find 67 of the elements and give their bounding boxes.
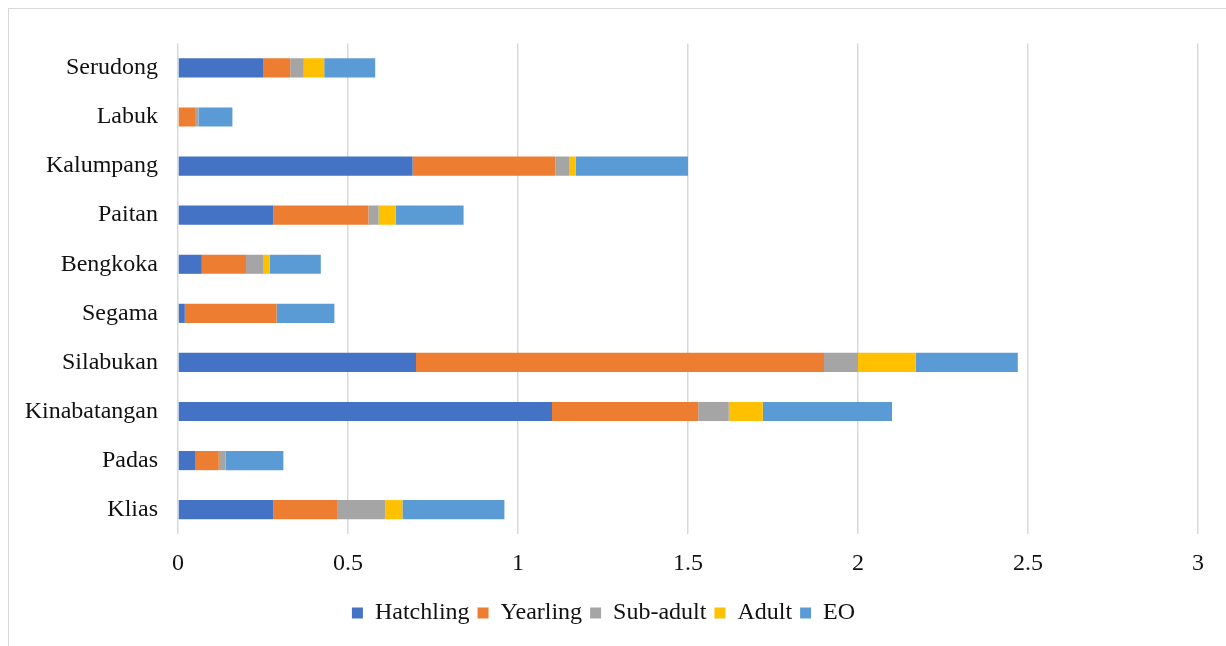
bar — [395, 205, 464, 225]
x-tick-label: 1.5 — [673, 548, 703, 575]
legend-label: Hatchling — [374, 598, 470, 625]
legend-label: Yearling — [500, 598, 583, 625]
x-tick-label: 2.5 — [1013, 548, 1043, 575]
bar — [273, 500, 338, 520]
bar — [555, 156, 569, 176]
bar — [276, 303, 335, 323]
bar — [201, 254, 246, 274]
bar — [698, 401, 729, 422]
bar — [178, 58, 263, 78]
bar — [368, 205, 379, 225]
bar — [552, 401, 699, 422]
bar — [385, 500, 403, 520]
bar — [178, 205, 274, 225]
y-tick-label: Paitan — [98, 200, 158, 227]
x-tick-label: 3 — [1192, 548, 1204, 575]
bar — [263, 254, 270, 274]
bar — [569, 156, 576, 176]
bar — [915, 352, 1018, 372]
bar — [273, 205, 369, 225]
y-tick-label: Silabukan — [62, 347, 158, 374]
bar — [178, 156, 413, 176]
y-tick-label: Padas — [102, 445, 158, 472]
bar — [178, 107, 195, 127]
bar — [303, 58, 325, 78]
x-tick-label: 0.5 — [333, 548, 363, 575]
legend-label: Adult — [737, 598, 793, 625]
y-tick-label: Bengkoka — [60, 249, 159, 276]
bar — [178, 401, 552, 422]
x-tick-label: 0 — [172, 548, 184, 575]
bar — [178, 254, 202, 274]
legend-label: Sub-adult — [613, 598, 707, 625]
bar — [218, 451, 226, 471]
bar — [178, 451, 195, 471]
bar — [728, 401, 763, 422]
bar — [195, 107, 199, 127]
bar — [184, 303, 277, 323]
bar — [178, 500, 274, 520]
bar — [337, 500, 386, 520]
bar — [198, 107, 233, 127]
bar — [762, 401, 892, 422]
bar — [263, 58, 291, 78]
x-tick-label: 1 — [512, 548, 524, 575]
y-tick-label: Kinabatangan — [24, 396, 158, 423]
y-tick-label: Serudong — [66, 53, 158, 80]
bar — [858, 352, 916, 372]
bar — [195, 451, 219, 471]
bar — [402, 500, 505, 520]
legend-label: EO — [823, 598, 856, 625]
y-tick-label: Segama — [82, 298, 159, 325]
bar — [178, 303, 185, 323]
bar — [412, 156, 556, 176]
x-tick-label: 2 — [852, 548, 864, 575]
bar — [575, 156, 688, 176]
y-tick-label: Kalumpang — [46, 151, 158, 178]
bar — [378, 205, 396, 225]
y-tick-label: Labuk — [96, 102, 158, 129]
bar — [290, 58, 304, 78]
bar — [324, 58, 376, 78]
bar — [824, 352, 858, 372]
y-tick-label: Klias — [107, 494, 158, 521]
bar — [246, 254, 263, 274]
bar — [225, 451, 284, 471]
bar — [416, 352, 824, 372]
bar — [178, 352, 416, 372]
bar — [269, 254, 321, 274]
